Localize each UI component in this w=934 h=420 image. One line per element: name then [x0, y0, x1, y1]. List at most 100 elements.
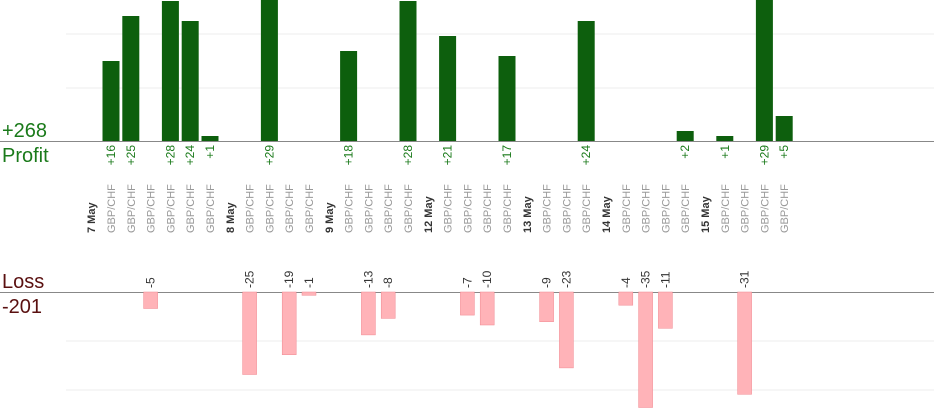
date-label: 12 May: [423, 195, 435, 233]
profit-bar: [161, 1, 179, 141]
loss-bar: [539, 291, 554, 322]
loss-value-label: -23: [559, 270, 573, 288]
loss-bar: [143, 291, 158, 309]
pair-label: GBP/CHF: [146, 184, 158, 233]
loss-bar: [460, 291, 475, 316]
labels: 7 May GBP/CHF +16 GBP/CHF +25 GBP/CHF -5 GBP/CH…: [86, 145, 791, 288]
profit-bar: [676, 131, 694, 141]
loss-bar: [281, 291, 297, 355]
profit-bar: [399, 1, 417, 141]
pair-label: GBP/CHF: [660, 184, 672, 233]
bars: [102, 0, 793, 408]
profit-value-label: +29: [757, 145, 771, 166]
profit-value-label: +24: [183, 145, 197, 166]
loss-value-label: -11: [658, 271, 672, 288]
date-label: 9 May: [324, 202, 336, 233]
pair-label: GBP/CHF: [680, 184, 692, 233]
loss-value-label: -5: [144, 277, 158, 288]
profit-bar: [577, 21, 595, 141]
date-label: 13 May: [522, 195, 534, 233]
loss-bar: [479, 291, 495, 326]
loss-bar: [242, 291, 257, 375]
loss-bar: [737, 291, 752, 395]
pair-label: GBP/CHF: [165, 184, 177, 233]
profit-value-label: +1: [718, 145, 732, 159]
loss-value-label: -19: [282, 270, 296, 288]
pair-label: GBP/CHF: [284, 184, 296, 233]
loss-value-label: -10: [480, 270, 494, 288]
loss-total: -201: [2, 296, 43, 318]
loss-bar: [380, 291, 396, 319]
profit-bar: [181, 21, 199, 141]
pair-label: GBP/CHF: [462, 184, 474, 233]
loss-bar: [618, 291, 634, 306]
pair-label: GBP/CHF: [304, 184, 316, 233]
profit-value-label: +28: [401, 145, 415, 166]
profit-value-label: +21: [441, 145, 455, 166]
profit-bar: [102, 61, 120, 141]
pair-label: GBP/CHF: [245, 184, 257, 233]
pair-label: GBP/CHF: [344, 184, 356, 233]
profit-value-label: +16: [104, 145, 118, 166]
profit-bar: [122, 16, 140, 141]
pair-label: GBP/CHF: [482, 184, 494, 233]
profit-bar: [340, 51, 358, 141]
profit-label: Profit: [2, 145, 49, 167]
loss-bar: [301, 291, 317, 296]
loss-bar: [638, 291, 653, 408]
profit-value-label: +5: [777, 145, 791, 159]
profit-value-label: +28: [163, 145, 177, 166]
pair-label: GBP/CHF: [205, 184, 217, 233]
profit-bar: [755, 0, 773, 141]
profit-bar: [260, 0, 278, 141]
profit-value-label: +24: [579, 145, 593, 166]
profit-bar: [775, 116, 793, 141]
loss-value-label: -31: [738, 270, 752, 288]
loss-value-label: -13: [361, 270, 375, 288]
loss-value-label: -4: [619, 277, 633, 288]
profit-value-label: +25: [124, 145, 138, 166]
loss-value-label: -8: [381, 277, 395, 288]
pair-label: GBP/CHF: [621, 184, 633, 233]
pair-label: GBP/CHF: [581, 184, 593, 233]
pair-label: GBP/CHF: [443, 184, 455, 233]
loss-value-label: -1: [302, 277, 316, 288]
pair-label: GBP/CHF: [126, 184, 138, 233]
loss-value-label: -9: [540, 277, 554, 288]
pair-label: GBP/CHF: [720, 184, 732, 233]
profit-bar: [498, 56, 516, 141]
pair-label: GBP/CHF: [542, 184, 554, 233]
profit-value-label: +17: [500, 145, 514, 166]
pair-label: GBP/CHF: [383, 184, 395, 233]
loss-bar: [361, 291, 376, 336]
date-label: 8 May: [225, 202, 237, 233]
pair-label: GBP/CHF: [740, 184, 752, 233]
pair-label: GBP/CHF: [779, 184, 791, 233]
profit-bar: [439, 36, 457, 141]
profit-bar: [201, 136, 219, 141]
pair-label: GBP/CHF: [363, 184, 375, 233]
loss-bar: [559, 291, 574, 369]
date-label: 7 May: [86, 202, 98, 233]
pair-label: GBP/CHF: [403, 184, 415, 233]
loss-bar: [658, 291, 673, 329]
loss-value-label: -25: [243, 270, 257, 288]
profit-total: +268: [2, 120, 48, 142]
pair-label: GBP/CHF: [502, 184, 514, 233]
pair-label: GBP/CHF: [759, 184, 771, 233]
pair-label: GBP/CHF: [185, 184, 197, 233]
pair-label: GBP/CHF: [106, 184, 118, 233]
loss-value-label: -7: [460, 277, 474, 288]
profit-value-label: +1: [203, 145, 217, 159]
pair-label: GBP/CHF: [264, 184, 276, 233]
date-label: 14 May: [601, 195, 613, 233]
profit-value-label: +2: [678, 145, 692, 159]
pair-label: GBP/CHF: [561, 184, 573, 233]
profit-value-label: +29: [262, 145, 276, 166]
pair-label: GBP/CHF: [641, 184, 653, 233]
loss-value-label: -35: [639, 270, 653, 288]
date-label: 15 May: [700, 195, 712, 233]
loss-label: Loss: [2, 271, 45, 293]
profit-value-label: +18: [342, 145, 356, 166]
